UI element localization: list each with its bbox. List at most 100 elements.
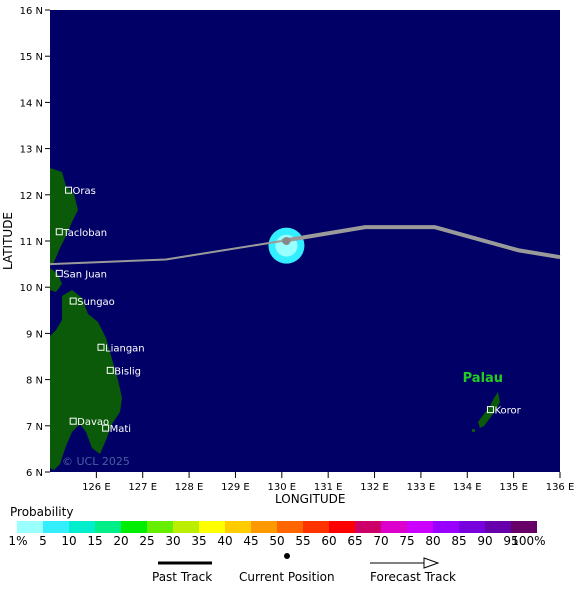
legend-tick-label: 75	[399, 534, 415, 548]
lon-tick-label: 132 E	[360, 482, 389, 493]
city-marker	[55, 269, 63, 277]
city-label: Liangan	[105, 343, 145, 354]
probability-labels: 1% 5 10 15 20 25 30 35 40 45 50 55 60 65 70 75 80 85 90 95 1…	[0, 534, 580, 548]
legend-tick-label: 70	[373, 534, 389, 548]
legend-color-cell	[355, 521, 381, 533]
legend-color-cell	[485, 521, 511, 533]
legend-tick-label: 50	[269, 534, 285, 548]
legend-color-cell	[329, 521, 355, 533]
city-marker	[65, 186, 73, 194]
city-marker	[69, 417, 77, 425]
legend-color-cell	[459, 521, 485, 533]
legend-color-cell	[225, 521, 251, 533]
legend-color-cell	[407, 521, 433, 533]
legend-tick-label: 20	[113, 534, 129, 548]
city-label: Oras	[73, 186, 96, 197]
lon-tick-label: 130 E	[268, 482, 297, 493]
probability-colorbar	[17, 521, 537, 533]
legend-color-cell	[433, 521, 459, 533]
legend-color-cell	[381, 521, 407, 533]
legend-tick-label: 5	[39, 534, 47, 548]
legend-tick-label: 100%	[511, 534, 546, 548]
lon-tick-label: 128 E	[175, 482, 204, 493]
city-label: Davao	[77, 417, 109, 428]
lon-tick-label: 131 E	[314, 482, 343, 493]
x-axis-title: LONGITUDE	[275, 492, 346, 506]
lon-tick-label: 126 E	[82, 482, 111, 493]
city-label: Bislig	[114, 366, 141, 377]
watermark: © UCL 2025	[62, 455, 130, 468]
track-lines	[49, 225, 561, 266]
lat-tick-label: 13 N	[20, 145, 43, 156]
legend-tick-label: 60	[321, 534, 337, 548]
city-labels: Oras Tacloban San Juan Sungao Liangan Bislig D…	[55, 186, 522, 435]
city-marker	[106, 366, 114, 374]
legend-tick-label: 90	[477, 534, 493, 548]
city-label: San Juan	[63, 269, 107, 280]
y-axis-title: LATITUDE	[1, 211, 15, 271]
lon-tick-label: 133 E	[407, 482, 436, 493]
forecast-track-line	[281, 225, 561, 260]
lat-tick-label: 6 N	[26, 468, 43, 479]
legend-tick-label: 1%	[8, 534, 28, 548]
legend-color-cell	[147, 521, 173, 533]
legend-color-cell	[511, 521, 537, 533]
legend-tick-label: 15	[87, 534, 103, 548]
legend-tick-label: 80	[425, 534, 441, 548]
lat-tick-label: 9 N	[26, 329, 43, 340]
leyte-land	[50, 268, 62, 292]
legend-tick-label: 30	[165, 534, 181, 548]
city-marker	[97, 343, 105, 351]
current-position-symbol	[284, 553, 290, 559]
current-position-label: Current Position	[239, 570, 335, 584]
legend-tick-label: 85	[451, 534, 467, 548]
legend-tick-label: 10	[61, 534, 77, 548]
lon-tick-label: 127 E	[128, 482, 157, 493]
legend-color-cell	[121, 521, 147, 533]
legend-color-cell	[43, 521, 69, 533]
legend-tick-label: 45	[243, 534, 259, 548]
legend-color-cell	[303, 521, 329, 533]
legend-tick-label: 55	[295, 534, 311, 548]
lat-tick-label: 10 N	[20, 283, 43, 294]
legend-tick-label: 25	[139, 534, 155, 548]
city-label: Sungao	[77, 297, 115, 308]
lat-tick-label: 16 N	[20, 6, 43, 17]
city-marker	[69, 297, 77, 305]
legend-tick-label: 65	[347, 534, 363, 548]
lon-tick-label: 134 E	[453, 482, 482, 493]
legend-title: Probability	[10, 505, 74, 519]
forecast-track-label: Forecast Track	[370, 570, 456, 584]
region-label-palau: Palau	[463, 371, 503, 386]
forecast-arrow-icon	[423, 557, 440, 569]
legend-color-cell	[173, 521, 199, 533]
palau-islet-north	[499, 376, 501, 378]
legend-color-cell	[199, 521, 225, 533]
lat-tick-label: 8 N	[26, 376, 43, 387]
legend-color-cell	[95, 521, 121, 533]
lon-tick-label: 129 E	[221, 482, 250, 493]
probability-area	[268, 227, 305, 264]
past-track-label: Past Track	[152, 570, 213, 584]
legend-color-cell	[69, 521, 95, 533]
lat-tick-label: 14 N	[20, 98, 43, 109]
axis-ticks: 126 E 127 E 128 E 129 E 130 E 131 E 132 E 133 E…	[20, 6, 575, 493]
city-marker	[102, 424, 110, 432]
legend-color-cell	[251, 521, 277, 533]
lat-tick-label: 15 N	[20, 52, 43, 63]
city-marker	[486, 406, 494, 414]
city-label: Tacloban	[62, 228, 107, 239]
legend-color-cell	[17, 521, 43, 533]
lon-tick-label: 136 E	[546, 482, 575, 493]
current-position-marker	[282, 237, 291, 245]
city-label: Koror	[494, 406, 521, 417]
past-track-line	[49, 240, 282, 266]
palau-islet	[472, 429, 475, 432]
track-key: Past Track Current Position Forecast Tra…	[0, 553, 580, 589]
lat-tick-label: 7 N	[26, 422, 43, 433]
lat-tick-label: 11 N	[20, 237, 43, 248]
city-marker	[55, 228, 63, 236]
track-key-symbols	[158, 553, 440, 569]
legend-tick-label: 40	[217, 534, 233, 548]
